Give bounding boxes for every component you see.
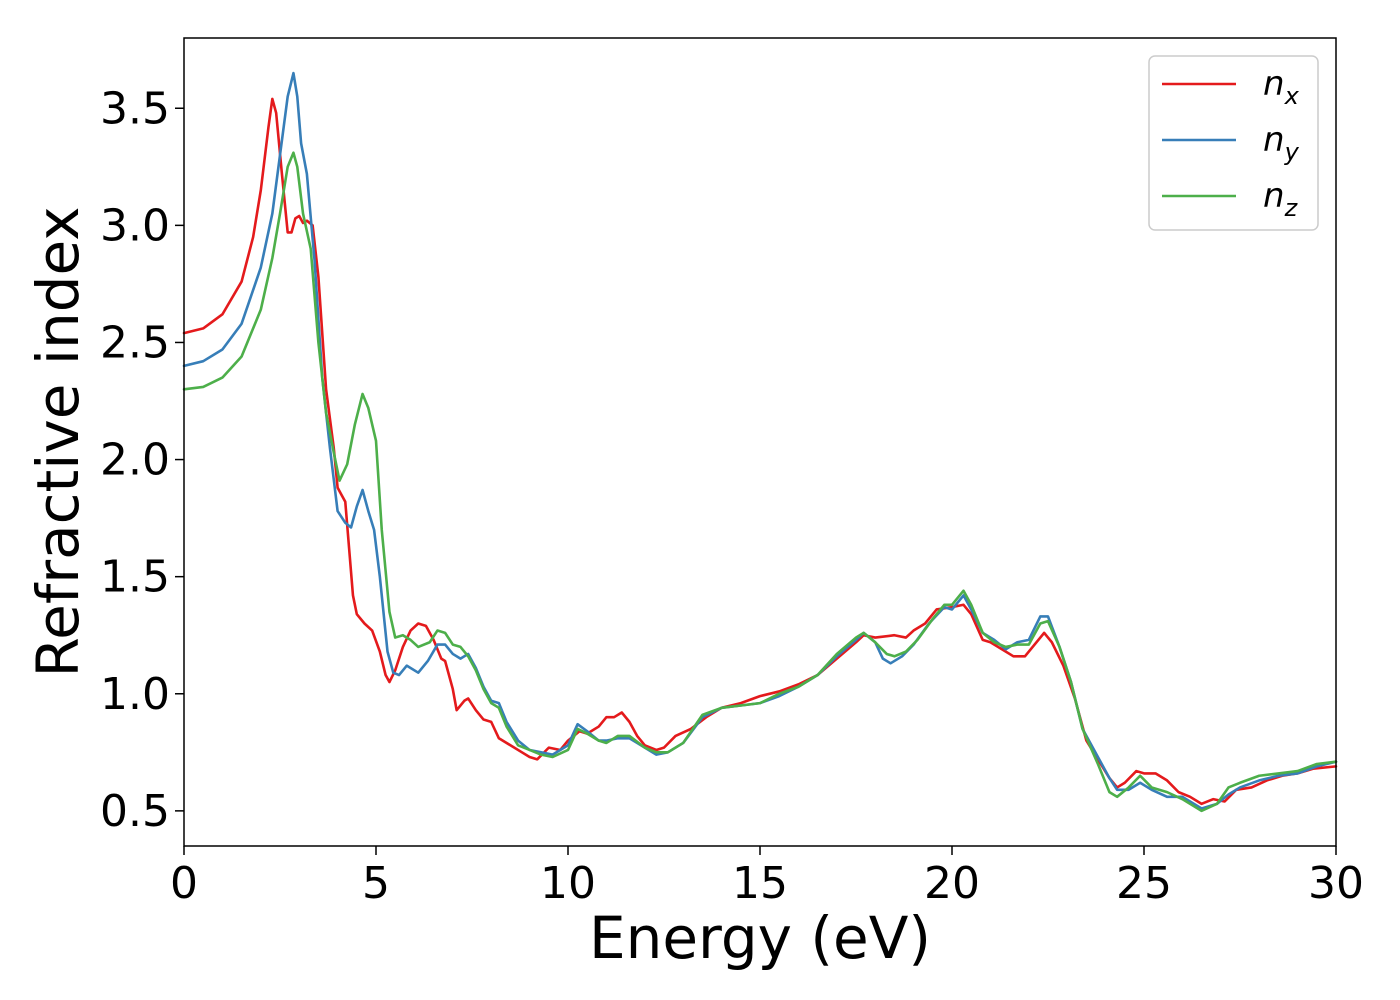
y-tick-label: 1.5 [100,552,170,603]
legend-label-nx: nx [1263,64,1300,110]
x-tick-label: 0 [170,858,198,909]
x-axis: 0 5 10 15 20 25 30 [170,846,1364,909]
x-tick-label: 20 [924,858,980,909]
legend-label-subscript: z [1284,194,1299,222]
legend-label-nz: nz [1263,176,1299,222]
y-tick-label: 1.0 [100,669,170,720]
y-tick-label: 2.5 [100,317,170,368]
series-layer [182,71,1338,813]
y-tick-label: 3.0 [100,200,170,251]
legend-label-base: n [1263,120,1285,160]
legend-label-ny: ny [1263,120,1300,166]
y-tick-label: 2.0 [100,435,170,486]
x-tick-label: 10 [540,858,596,909]
y-tick-label: 3.5 [100,83,170,134]
y-axis-title: Refractive index [24,206,92,677]
x-tick-label: 5 [362,858,390,909]
x-tick-label: 15 [732,858,788,909]
y-tick-label: 0.5 [100,786,170,837]
x-axis-title: Energy (eV) [589,904,931,972]
legend-label-base: n [1263,64,1285,104]
x-tick-label: 30 [1308,858,1364,909]
y-axis: 0.5 1.0 1.5 2.0 2.5 3.0 3.5 [100,83,184,837]
x-tick-label: 25 [1116,858,1172,909]
legend-label-subscript: y [1284,138,1300,166]
legend-label-base: n [1263,176,1285,216]
series-line-nz [182,151,1338,813]
legend-label-subscript: x [1284,82,1300,110]
legend-frame [1148,55,1319,231]
